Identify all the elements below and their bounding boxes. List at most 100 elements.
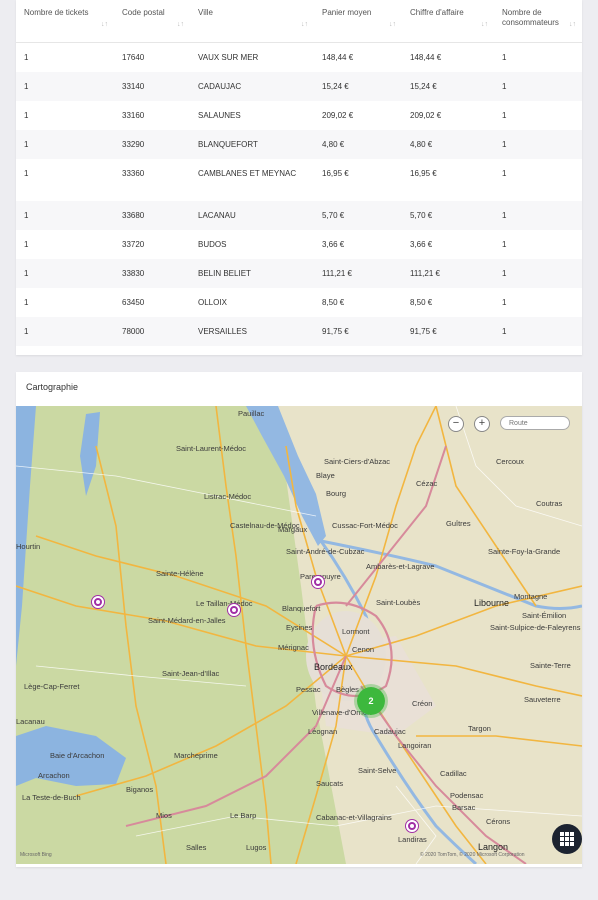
column-label: Chiffre d'affaire	[410, 8, 464, 17]
map-label: Barsac	[452, 803, 476, 812]
map-label: Le Taillan-Médoc	[196, 599, 253, 608]
column-header-panier-moyen[interactable]: Panier moyen ↓↑	[314, 0, 402, 43]
sort-icon[interactable]: ↓↑	[389, 21, 396, 28]
sort-icon[interactable]: ↓↑	[569, 21, 576, 28]
cell-code-postal: 17640	[122, 53, 145, 62]
cell-chiffre-affaire: 111,21 €	[402, 258, 494, 288]
cell-panier-moyen: 5,70 €	[314, 200, 402, 230]
map-card-title: Cartographie	[26, 382, 79, 392]
cell-tickets: 1	[24, 239, 29, 249]
map-label: Sainte-Foy-la-Grande	[488, 547, 560, 556]
table-row: 1 33140 CADAUJAC 15,24 €15,24 €1	[16, 71, 582, 101]
location-marker-icon[interactable]	[406, 820, 418, 832]
map-label: Saint-Émilion	[522, 611, 566, 620]
cell-code-postal: 33720	[122, 239, 145, 249]
cell-chiffre-affaire: 16,95 €	[410, 168, 437, 178]
map-card: Cartographie	[16, 372, 582, 867]
results-table-card: Nombre de tickets ↓↑ Code postal ↓↑ Ville ↓…	[16, 0, 582, 355]
location-marker-icon[interactable]	[312, 576, 324, 588]
map-label: Cadaujac	[374, 727, 406, 736]
map-label: Cussac-Fort-Médoc	[332, 521, 398, 530]
sort-icon[interactable]: ↓↑	[177, 21, 184, 28]
map-label: Marcheprime	[174, 751, 218, 760]
cell-code-postal: 63450	[122, 297, 145, 307]
cell-panier-moyen: 4,80 €	[314, 129, 402, 159]
column-header-code-postal[interactable]: Code postal ↓↑	[114, 0, 190, 43]
map-label: Biganos	[126, 785, 153, 794]
table-row: 1 33360 CAMBLANES ET MEYNAC 16,95 € 16,95 € 1	[16, 159, 582, 201]
map-label: Coutras	[536, 499, 563, 508]
map-label: Saint-Laurent-Médoc	[176, 444, 246, 453]
route-search-input[interactable]	[500, 416, 570, 430]
column-header-tickets[interactable]: Nombre de tickets ↓↑	[16, 0, 114, 43]
cell-ville: LACANAU	[190, 200, 314, 230]
map-label: Eysines	[286, 623, 313, 632]
map-label: Blanquefort	[282, 604, 321, 613]
cell-ville: VAUX SUR MER	[198, 53, 259, 62]
table-row: 1 33160 SALAUNES 209,02 € 209,02 € 1	[16, 101, 582, 130]
map-label: Salles	[186, 843, 207, 852]
cell-panier-moyen: 15,24 €	[314, 71, 402, 101]
cell-tickets: 1	[16, 71, 114, 101]
map-label: Cézac	[416, 479, 438, 488]
cell-ville: BLANQUEFORT	[190, 129, 314, 159]
map-label: Bourg	[326, 489, 346, 498]
cell-consommateurs: 1	[502, 168, 507, 178]
sort-icon[interactable]: ↓↑	[101, 21, 108, 28]
cell-panier-moyen: 209,02 €	[322, 110, 354, 120]
cell-panier-moyen: 3,66 €	[322, 239, 345, 249]
map-label: Margaux	[278, 525, 307, 534]
table-row: 1 33680 LACANAU 5,70 €5,70 €1	[16, 200, 582, 230]
cell-tickets: 1	[24, 110, 29, 120]
location-marker-icon[interactable]	[228, 604, 240, 616]
map-label: Bègles	[336, 685, 359, 694]
cell-tickets: 1	[16, 129, 114, 159]
zoom-in-button[interactable]: +	[474, 416, 490, 432]
map-label: Targon	[468, 724, 491, 733]
cell-code-postal: 33290	[114, 129, 190, 159]
cell-chiffre-affaire: 148,44 €	[410, 53, 442, 62]
cell-consommateurs: 1	[502, 239, 507, 249]
marker-cluster[interactable]: 2	[354, 684, 388, 718]
map-label: Bordeaux	[314, 662, 353, 672]
column-header-consommateurs[interactable]: Nombre de consommateurs ↓↑	[494, 0, 582, 43]
table-row: 1 78000 VERSAILLES 91,75 €91,75 €1	[16, 316, 582, 346]
sort-icon[interactable]: ↓↑	[301, 21, 308, 28]
sort-icon[interactable]: ↓↑	[481, 21, 488, 28]
map-label: Blaye	[316, 471, 335, 480]
cell-panier-moyen: 111,21 €	[314, 258, 402, 288]
location-marker-icon[interactable]	[92, 596, 104, 608]
map-label: Montagne	[514, 592, 547, 601]
map-canvas[interactable]: Pauillac Saint-Laurent-Médoc Saint-Ciers…	[16, 406, 582, 864]
cell-chiffre-affaire: 8,50 €	[410, 297, 433, 307]
map-label: Sainte-Terre	[530, 661, 571, 670]
map-label: Saucats	[316, 779, 343, 788]
map-label: Podensac	[450, 791, 484, 800]
map-label: Langoiran	[398, 741, 431, 750]
map-label: Lormont	[342, 627, 370, 636]
cell-panier-moyen: 148,44 €	[322, 53, 354, 62]
cell-tickets: 1	[16, 316, 114, 346]
cell-panier-moyen: 8,50 €	[322, 297, 345, 307]
cell-chiffre-affaire: 15,24 €	[402, 71, 494, 101]
cell-panier-moyen: 16,95 €	[322, 168, 349, 178]
cell-chiffre-affaire: 5,70 €	[402, 200, 494, 230]
map-label: Saint-Loubès	[376, 598, 420, 607]
cell-tickets: 1	[24, 53, 29, 62]
cell-chiffre-affaire: 91,75 €	[402, 316, 494, 346]
map-provider-logo: Microsoft Bing	[20, 852, 52, 858]
cell-consommateurs: 1	[494, 200, 582, 230]
map-label: Cadillac	[440, 769, 467, 778]
zoom-out-button[interactable]: −	[448, 416, 464, 432]
map-label: Saint-Médard-en-Jalles	[148, 616, 226, 625]
column-header-chiffre-affaire[interactable]: Chiffre d'affaire ↓↑	[402, 0, 494, 43]
cell-consommateurs: 1	[502, 53, 507, 62]
cell-tickets: 1	[16, 200, 114, 230]
column-header-ville[interactable]: Ville ↓↑	[190, 0, 314, 43]
table-row: 1 63450 OLLOIX 8,50 € 8,50 € 1	[16, 288, 582, 317]
cell-ville: SALAUNES	[198, 110, 241, 120]
cell-consommateurs: 1	[494, 71, 582, 101]
map-label: Villenave-d'Ornon	[312, 708, 371, 717]
grid-menu-icon[interactable]	[552, 824, 582, 854]
table-row: 1 33290 BLANQUEFORT 4,80 €4,80 €1	[16, 129, 582, 159]
